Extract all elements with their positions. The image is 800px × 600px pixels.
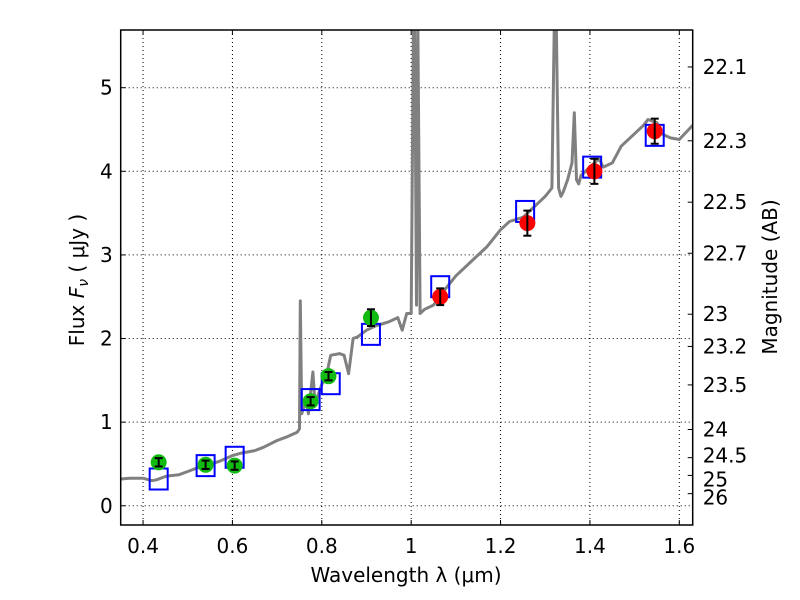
y-tick-label: 2 xyxy=(100,327,113,351)
y2-tick-label: 25 xyxy=(703,467,728,491)
x-tick-label: 1.4 xyxy=(574,534,606,558)
y2-tick-label: 23.5 xyxy=(703,373,748,397)
model-box xyxy=(195,454,216,478)
y2-tick-label: 26 xyxy=(703,486,728,510)
y-tick-label: 3 xyxy=(100,243,113,267)
y2-tick-label: 23 xyxy=(703,302,728,326)
x-axis-label: Wavelength λ (μm) xyxy=(310,563,501,587)
y-tick-label: 1 xyxy=(100,410,113,434)
axis-ticks: 0.4 0.6 0.8 1 1.2 1.4 1.601234522.122.322.522.… xyxy=(100,30,747,558)
y2-tick-label: 22.1 xyxy=(703,55,748,79)
x-tick-label: 1.2 xyxy=(485,534,517,558)
y2-tick-label: 24 xyxy=(703,418,728,442)
y2-tick-label: 23.2 xyxy=(703,334,748,358)
plot-frame xyxy=(119,29,694,526)
y2-axis-label: Magnitude (AB) xyxy=(758,199,782,354)
y2-tick-label: 22.3 xyxy=(703,129,748,153)
y2-tick-label: 22.5 xyxy=(703,190,748,214)
model-box xyxy=(300,388,321,412)
x-tick-label: 0.6 xyxy=(217,534,249,558)
spectrum-line xyxy=(120,30,693,483)
y-tick-label: 0 xyxy=(100,494,113,518)
y2-tick-label: 24.5 xyxy=(703,444,748,468)
y-tick-label: 4 xyxy=(100,159,113,183)
x-tick-label: 1 xyxy=(405,534,418,558)
y-tick-label: 5 xyxy=(100,76,113,100)
grid-lines xyxy=(120,30,693,525)
x-tick-label: 0.4 xyxy=(127,534,159,558)
plot-series xyxy=(120,30,693,491)
y-axis-label: Flux Fν ( μJy ) xyxy=(65,214,92,346)
x-tick-label: 0.8 xyxy=(306,534,338,558)
x-tick-label: 1.6 xyxy=(663,534,695,558)
y2-tick-label: 22.7 xyxy=(703,241,748,265)
